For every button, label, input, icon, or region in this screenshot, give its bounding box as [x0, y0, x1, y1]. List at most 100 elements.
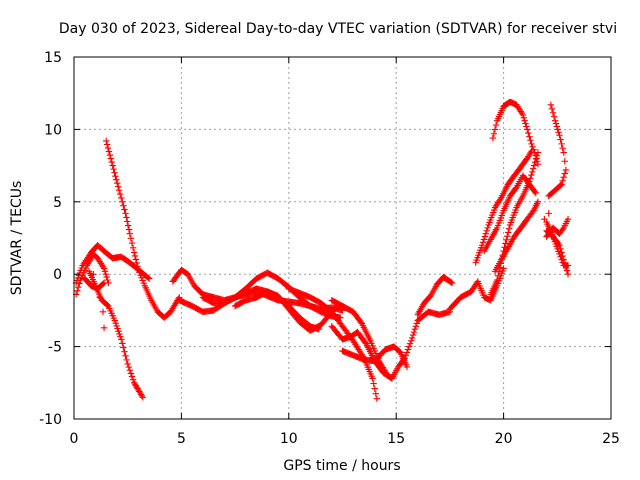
- track-2-marker: [122, 210, 129, 217]
- track-2-marker: [121, 206, 128, 213]
- track-4-marker: [104, 276, 111, 284]
- track-21-marker: [549, 109, 557, 116]
- track-2-marker: [110, 165, 117, 173]
- x-tick-label: 0: [70, 431, 79, 447]
- plot-frame: [73, 56, 612, 420]
- track-21-marker: [547, 101, 555, 108]
- track-2-marker: [113, 176, 120, 183]
- track-11-marker: [413, 320, 420, 327]
- y-tick-label: 10: [44, 122, 62, 138]
- track-18-marker: [503, 236, 510, 244]
- track-24-marker: [548, 232, 556, 239]
- track-18-marker: [493, 276, 501, 284]
- track-1-marker: [115, 328, 122, 335]
- x-axis-label: GPS time / hours: [283, 458, 400, 474]
- track-21-marker: [550, 113, 558, 120]
- track-14-marker: [448, 279, 456, 287]
- track-21-marker: [560, 149, 567, 156]
- isolated-marker: [96, 294, 103, 301]
- track-3-marker: [145, 275, 153, 282]
- track-4-marker: [75, 284, 82, 291]
- track-3-marker: [144, 274, 152, 281]
- track-22-marker: [564, 215, 572, 223]
- track-2-marker: [128, 239, 136, 247]
- track-21-marker: [553, 123, 561, 130]
- track-18-marker: [529, 165, 537, 172]
- track-2-marker: [111, 169, 118, 176]
- track-21-marker: [552, 120, 560, 127]
- track-11-marker: [403, 349, 411, 356]
- track-23-marker: [564, 271, 572, 278]
- track-2-marker: [131, 252, 139, 260]
- track-2-marker: [120, 202, 127, 209]
- track-2-marker: [103, 141, 111, 148]
- track-20-marker: [527, 137, 534, 144]
- track-10-marker: [370, 380, 377, 387]
- track-24-marker: [557, 253, 564, 261]
- track-2-marker: [114, 179, 121, 187]
- track-2-marker: [129, 244, 137, 251]
- track-2-marker: [103, 137, 110, 145]
- track-1-marker: [113, 322, 120, 330]
- track-20-marker: [492, 121, 500, 129]
- y-tick-label: -5: [48, 340, 62, 356]
- track-20-marker: [522, 120, 529, 127]
- track-11-marker: [410, 328, 418, 336]
- track-1-marker: [122, 352, 129, 359]
- track-18-marker: [527, 175, 534, 182]
- track-10-marker: [373, 395, 381, 402]
- x-tick-label: 20: [495, 431, 513, 447]
- track-21-marker: [557, 136, 564, 143]
- x-tick-label: 5: [177, 431, 186, 447]
- track-10-marker: [369, 375, 376, 382]
- track-2-marker: [132, 256, 140, 263]
- track-2-marker: [115, 187, 123, 194]
- x-tick-label: 10: [280, 431, 298, 447]
- track-21-marker: [560, 173, 567, 181]
- track-23-marker: [556, 242, 563, 249]
- track-1-marker: [126, 367, 134, 374]
- axis-ticks: 0 5 10 15 20 25 -10 -5 0 5 10 15: [39, 50, 620, 447]
- track-4-marker: [101, 268, 109, 275]
- y-tick-label: -10: [39, 412, 62, 428]
- track-21-marker: [555, 129, 562, 136]
- track-20-marker: [523, 123, 530, 130]
- track-18-marker: [528, 171, 535, 179]
- track-12-marker: [384, 372, 391, 379]
- track-14-marker: [447, 279, 455, 286]
- track-20-marker: [533, 155, 540, 162]
- track-1-marker: [138, 392, 146, 400]
- track-11-marker: [412, 323, 420, 330]
- track-2-marker: [130, 249, 138, 256]
- track-20-marker: [530, 146, 537, 153]
- track-1-marker: [114, 325, 121, 332]
- track-2-marker: [125, 226, 133, 233]
- track-2-marker: [124, 218, 131, 225]
- track-18-marker: [494, 272, 502, 280]
- track-4-marker: [74, 287, 81, 295]
- track-2-marker: [116, 190, 124, 198]
- track-20-marker: [532, 152, 540, 159]
- track-18-marker: [530, 162, 538, 169]
- x-tick-label: 25: [602, 431, 620, 447]
- track-1-marker: [119, 340, 126, 347]
- isolated-marker: [545, 210, 552, 217]
- y-tick-label: 0: [53, 267, 62, 283]
- track-11-marker: [405, 343, 413, 350]
- track-19-marker: [534, 198, 542, 205]
- track-12-marker: [357, 318, 365, 326]
- track-2-marker: [114, 183, 122, 190]
- track-10-marker: [371, 385, 378, 392]
- track-20-marker: [534, 158, 541, 165]
- track-22-marker: [559, 226, 566, 233]
- track-11-marker: [411, 326, 419, 333]
- track-16-marker: [481, 233, 489, 240]
- track-1-marker: [118, 336, 125, 343]
- track-21-marker: [554, 126, 561, 133]
- track-5-marker: [99, 280, 107, 288]
- track-21-marker: [559, 177, 566, 185]
- track-2-marker: [112, 172, 119, 180]
- track-20-marker: [490, 130, 498, 137]
- track-20-marker: [534, 160, 542, 168]
